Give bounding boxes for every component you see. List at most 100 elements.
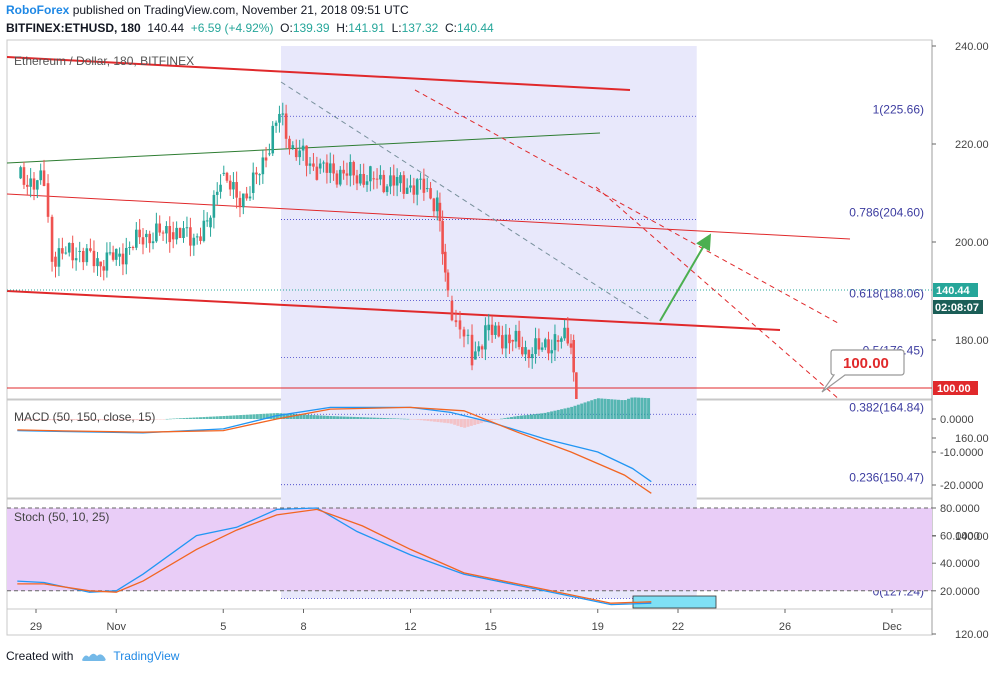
macd-histogram-bar: [195, 417, 199, 419]
macd-histogram-bar: [620, 400, 624, 419]
candle-body: [325, 162, 329, 173]
candle-body: [419, 178, 422, 180]
macd-histogram-bar: [38, 419, 42, 421]
macd-histogram-bar: [536, 413, 540, 419]
candle-body: [470, 334, 474, 366]
macd-histogram-bar: [249, 414, 253, 419]
candle-body: [511, 340, 514, 342]
candle-body: [392, 175, 396, 186]
target-axis-label: 100.00: [937, 383, 971, 395]
candle-body: [335, 173, 339, 185]
macd-histogram-bar: [279, 413, 283, 419]
candle-body: [305, 145, 308, 166]
time-axis[interactable]: 29 Nov 5 8 12 15 19 22 26 Dec: [30, 609, 902, 633]
macd-histogram-bar: [105, 419, 109, 421]
lower-channel-line[interactable]: [7, 290, 781, 331]
candle-body: [102, 266, 106, 271]
macd-histogram-bar: [255, 414, 259, 419]
macd-histogram-bar: [235, 415, 239, 419]
price-axis[interactable]: 240.00 220.00 200.00 180.00 160.00 140.00 120.…: [932, 41, 989, 641]
macd-histogram-bar: [158, 419, 162, 420]
brand-name[interactable]: RoboForex: [6, 3, 70, 17]
candle-body: [89, 248, 92, 251]
candle-body: [128, 246, 131, 248]
macd-histogram-bar: [329, 416, 333, 419]
macd-histogram-bar: [416, 419, 420, 420]
macd-histogram-bar: [232, 415, 236, 419]
macd-tick-label: 0.0000: [940, 414, 974, 426]
candle-body: [235, 182, 238, 198]
candle-body: [382, 174, 386, 193]
macd-histogram-bar: [285, 413, 289, 419]
macd-histogram-bar: [178, 418, 182, 419]
time-tick-label: 26: [779, 621, 791, 633]
macd-histogram-bar: [199, 417, 203, 419]
macd-histogram-bar: [603, 398, 607, 419]
macd-histogram-bar: [295, 414, 299, 419]
candle-body: [245, 193, 248, 199]
macd-histogram-bar: [55, 419, 59, 421]
open-value: 139.39: [292, 21, 330, 35]
macd-histogram-bar: [540, 413, 544, 419]
candle-body: [29, 178, 32, 187]
macd-histogram-bar: [583, 402, 587, 419]
macd-histogram-bar: [88, 419, 92, 421]
fib-level-label: 0.382(164.84): [849, 400, 924, 414]
macd-histogram-bar: [202, 417, 206, 419]
tradingview-logo-icon[interactable]: [81, 649, 109, 663]
candle-body: [514, 330, 518, 342]
macd-histogram-bar: [613, 399, 617, 419]
upper-channel-line[interactable]: [7, 56, 631, 91]
macd-histogram-bar: [95, 419, 99, 421]
macd-histogram-bar: [165, 418, 169, 420]
tradingview-link[interactable]: TradingView: [113, 649, 180, 663]
candle-body: [298, 150, 301, 158]
macd-histogram-bar: [402, 418, 406, 420]
candle-body: [412, 185, 416, 195]
candle-body: [242, 193, 245, 208]
candle-body: [318, 163, 322, 169]
candle-body: [572, 340, 575, 373]
macd-histogram-bar: [352, 416, 356, 419]
macd-histogram-bar: [623, 400, 627, 419]
candle-body: [369, 166, 372, 182]
candle-body: [64, 252, 68, 254]
macd-histogram-bar: [292, 414, 296, 419]
middle-channel-line[interactable]: [7, 193, 851, 240]
price-tick-label: 120.00: [955, 629, 989, 641]
macd-histogram-bar: [302, 414, 306, 419]
last-price-badge: [933, 283, 978, 297]
candle-body: [118, 253, 121, 257]
macd-histogram-bar: [640, 397, 644, 419]
candle-body: [494, 325, 497, 335]
stoch-tick-label: 80.0000: [940, 503, 980, 515]
macd-histogram-bar: [369, 417, 373, 419]
gray-dashed-diagonal[interactable]: [280, 81, 651, 321]
macd-histogram-bar: [135, 419, 139, 421]
macd-histogram-bar: [21, 419, 25, 421]
candle-body: [372, 178, 376, 180]
macd-histogram-bar: [526, 414, 530, 419]
candle-body: [209, 217, 212, 228]
macd-histogram-bar: [108, 419, 112, 421]
candle-body: [524, 347, 527, 355]
macd-histogram-bar: [78, 419, 82, 421]
macd-histogram-bar: [633, 397, 637, 419]
macd-histogram-bar: [600, 398, 604, 419]
candle-body: [328, 163, 332, 173]
candle-body: [438, 202, 442, 222]
candle-body: [255, 172, 258, 175]
macd-histogram-bar: [573, 405, 577, 419]
macd-histogram-bar: [339, 416, 343, 419]
macd-histogram-bar: [229, 415, 233, 419]
target-callout[interactable]: 100.00: [821, 349, 905, 393]
forecast-arrow[interactable]: [659, 233, 712, 322]
candle-body: [474, 351, 477, 360]
fib-level-label: 1(225.66): [873, 102, 924, 116]
macd-histogram-bar: [399, 418, 403, 420]
candle-body: [108, 252, 112, 254]
candle-body: [288, 138, 291, 149]
candle-body: [291, 145, 295, 149]
close-value: 140.44: [456, 21, 494, 35]
